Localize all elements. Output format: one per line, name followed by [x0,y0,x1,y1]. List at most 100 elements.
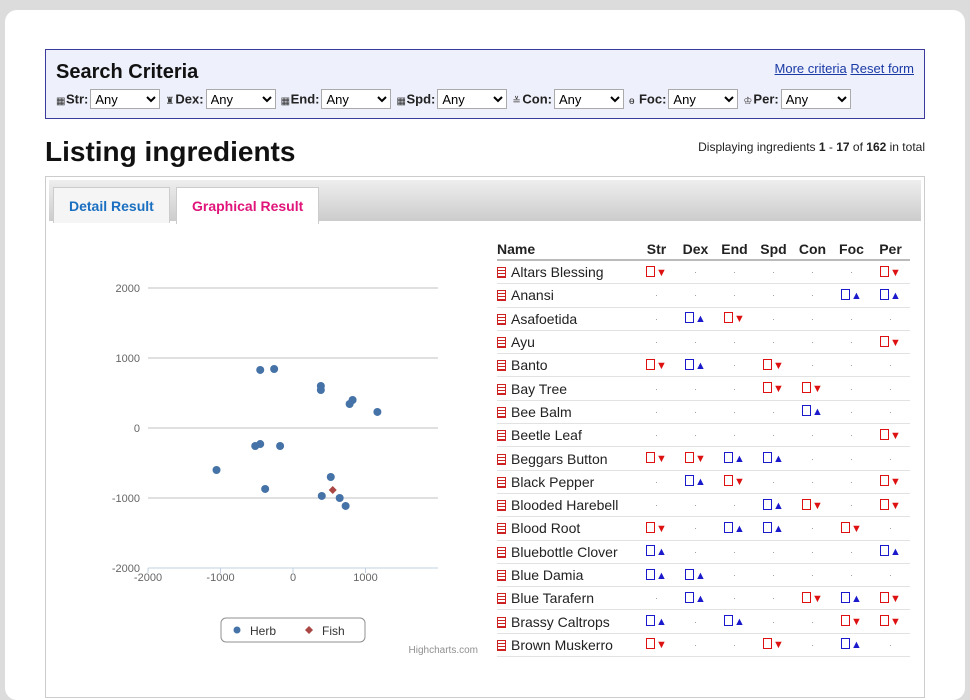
effect-arrow: · [733,361,736,371]
filter-select[interactable]: Any [321,89,392,109]
effect-cell: · [637,330,676,355]
effect-cell: ▼ [871,586,910,611]
ingredient-name: Bay Tree [511,380,568,397]
tab-active[interactable]: Graphical Result [176,187,320,224]
filter: ɵ Foc: Any [629,89,739,109]
filter-select[interactable]: Any [437,89,508,109]
effect-cell: ▲ [676,307,715,331]
text: of [849,140,867,154]
effect-arrow: ▼ [734,476,745,489]
effect-arrow: · [811,291,814,301]
filter-label: Str: [66,91,89,107]
name-cell: Blooded Harebell [497,493,637,518]
ingredient-name: Ayu [511,334,535,351]
effect-icon [880,335,890,347]
ingredient-name: Beggars Button [511,450,608,467]
reset-form-link[interactable]: Reset form [850,61,914,76]
ingredient-icon [497,616,506,628]
effect-arrow: · [850,407,853,417]
effect-cell: · [637,283,676,308]
effect-cell: · [676,493,715,518]
effect-cell: ▲ [754,516,793,541]
effect-cell: · [754,260,793,285]
effect-cell: ▼ [754,353,793,378]
effect-arrow: ▼ [695,453,706,466]
effect-arrow: ▼ [890,266,901,279]
effect-icon [724,475,734,487]
filter-select[interactable]: Any [780,89,851,109]
effect-arrow: ▼ [890,429,901,442]
name-cell: Bay Tree [497,376,637,401]
effect-cell: · [871,353,910,378]
effect-cell: · [754,330,793,355]
effect-arrow: · [655,384,658,394]
effect-icon [880,265,890,277]
effect-arrow: · [733,501,736,511]
effect-icon [685,312,695,324]
effect-cell: · [793,330,832,355]
effect-cell: ▼ [637,446,676,471]
effect-arrow: · [733,384,736,394]
ingredient-name: Blue Damia [511,567,584,583]
x-tick-label: 0 [290,572,296,584]
effect-arrow: ▼ [851,616,862,629]
effect-cell: · [676,609,715,634]
effect-icon [685,591,695,603]
effect-arrow: · [850,571,853,580]
filter-select[interactable]: Any [205,89,276,109]
table-row: Beetle Leaf · · · · · · ▼ [497,423,910,448]
filter-select[interactable]: Any [90,89,161,109]
effect-icon [685,475,695,487]
effect-arrow: ▼ [890,336,901,349]
effect-cell: ▲ [793,400,832,425]
effect-cell: ▼ [871,423,910,448]
effect-arrow: ▲ [695,569,706,582]
more-criteria-link[interactable]: More criteria [774,61,847,76]
ingredient-name: Bluebottle Clover [511,543,618,560]
filter-select[interactable]: Any [553,89,624,109]
effect-arrow: · [772,477,775,487]
effect-cell: · [715,423,754,448]
effect-arrow: · [772,594,775,604]
effect-arrow: ▲ [695,476,706,489]
point [256,365,265,374]
point [328,486,337,495]
effect-cell: ▼ [637,260,676,285]
x-tick-label: 1000 [353,572,377,584]
effect-arrow: ▲ [734,616,745,629]
effect-arrow: · [811,640,814,650]
effect-arrow: ▼ [812,383,823,396]
ingredient-name: Blooded Harebell [511,497,619,514]
filter-icon: ♜ [165,95,175,107]
effect-cell: ▼ [793,586,832,611]
effect-cell: · [832,470,871,494]
effect-arrow: · [811,617,814,627]
effect-arrow: · [772,571,775,580]
filter-label: Spd: [406,91,436,107]
effect-arrow: ▼ [773,639,784,652]
effect-arrow: · [772,617,775,627]
column-header: Per [871,239,910,261]
effect-cell: · [676,516,715,541]
effect-icon [841,591,851,603]
effect-arrow: · [889,407,892,417]
table-body: Altars Blessing ▼ · · · · · ▼ Anansi · · · · · ▲ ▲ Asafo… [497,260,910,658]
tab[interactable]: Detail Result [53,187,170,223]
effect-cell: · [832,307,871,331]
point [256,440,265,449]
effect-arrow: · [811,571,814,580]
point [212,466,221,474]
filter: ▦Str: Any [56,89,161,109]
effect-arrow: · [850,547,853,557]
filter-select[interactable]: Any [668,89,739,109]
table-row: Black Pepper · ▲ ▼ · · · ▼ [497,470,910,494]
effect-icon [841,521,851,533]
effect-icon [646,358,656,370]
effect-cell: ▼ [871,470,910,494]
text: in total [886,140,925,154]
links: More criteria Reset form [775,61,914,76]
effect-arrow: · [850,384,853,394]
column-header: Str [637,239,676,261]
effect-arrow: ▲ [734,522,745,535]
effect-cell: · [832,423,871,448]
